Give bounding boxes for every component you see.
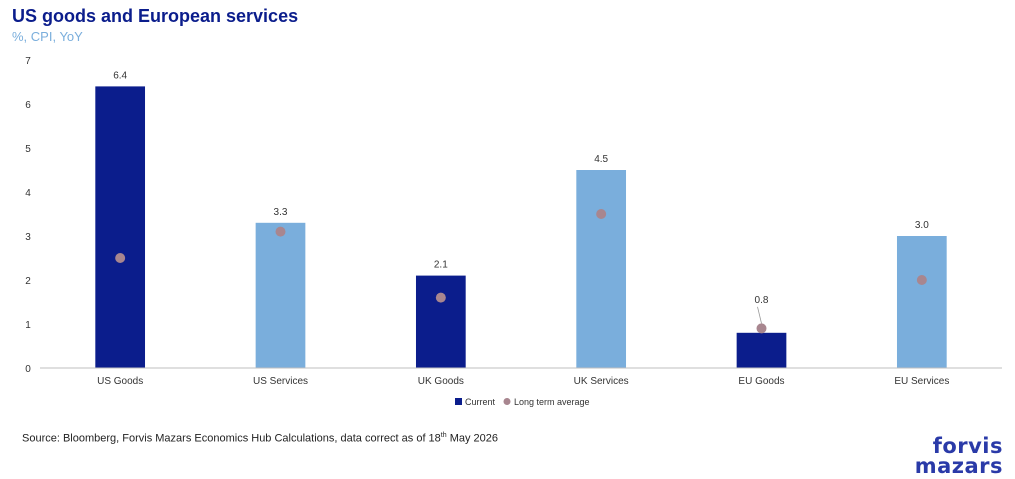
y-tick-label: 7 xyxy=(25,56,31,67)
bar-current xyxy=(95,86,146,369)
x-tick-label: EU Services xyxy=(894,376,949,387)
data-labels: 6.4 3.3 2.1 4.5 0.8 3.0 xyxy=(113,70,929,324)
bar-current xyxy=(736,332,787,368)
legend-swatch-current xyxy=(455,398,462,405)
marker-long-term-average xyxy=(756,323,767,334)
marker-long-term-average xyxy=(435,292,446,303)
x-tick-label: US Services xyxy=(253,376,308,387)
data-label: 6.4 xyxy=(113,70,127,81)
bar-chart: 0 1 2 3 4 5 6 7 6.4 3.3 2.1 4.5 0.8 3.0 US Goods US S… xyxy=(25,56,1002,407)
marker-long-term-average xyxy=(596,209,607,219)
bar-current xyxy=(415,275,466,368)
marker-long-term-average xyxy=(115,253,126,263)
bars xyxy=(95,86,947,369)
y-tick-label: 1 xyxy=(25,320,31,331)
source-note: Source: Bloomberg, Forvis Mazars Economi… xyxy=(22,432,499,445)
data-label: 4.5 xyxy=(594,154,608,165)
data-label: 3.3 xyxy=(274,207,288,218)
y-tick-label: 6 xyxy=(25,100,31,111)
marker-long-term-average xyxy=(275,226,286,237)
legend-swatch-average xyxy=(503,398,511,405)
bar-current xyxy=(896,236,947,368)
average-markers xyxy=(115,209,927,334)
y-tick-label: 0 xyxy=(25,364,31,375)
bar-current xyxy=(576,170,627,368)
data-label: 3.0 xyxy=(915,220,929,231)
chart-subtitle: %, CPI, YoY xyxy=(12,29,83,44)
legend-label-average: Long term average xyxy=(514,397,590,407)
y-axis: 0 1 2 3 4 5 6 7 xyxy=(25,56,31,375)
marker-long-term-average xyxy=(916,275,927,285)
data-label: 0.8 xyxy=(755,295,769,306)
y-tick-label: 3 xyxy=(25,232,31,243)
logo-line-2: mazars xyxy=(914,454,1003,478)
bar-current xyxy=(255,222,306,368)
chart-title: US goods and European services xyxy=(12,6,299,26)
x-tick-label: EU Goods xyxy=(738,376,784,387)
x-tick-label: UK Goods xyxy=(418,376,464,387)
x-axis: US Goods US Services UK Goods UK Services EU… xyxy=(40,367,1002,387)
y-tick-label: 5 xyxy=(25,144,31,155)
x-tick-label: US Goods xyxy=(97,376,143,387)
y-tick-label: 2 xyxy=(25,276,31,287)
y-tick-label: 4 xyxy=(25,188,31,199)
forvis-mazars-logo: forvis mazars xyxy=(893,434,1003,478)
legend: Current Long term average xyxy=(455,397,590,407)
data-label: 2.1 xyxy=(434,260,448,271)
logo-line-1: forvis xyxy=(932,434,1003,458)
legend-label-current: Current xyxy=(465,397,496,407)
x-tick-label: UK Services xyxy=(574,376,629,387)
data-label-leader xyxy=(757,306,762,324)
